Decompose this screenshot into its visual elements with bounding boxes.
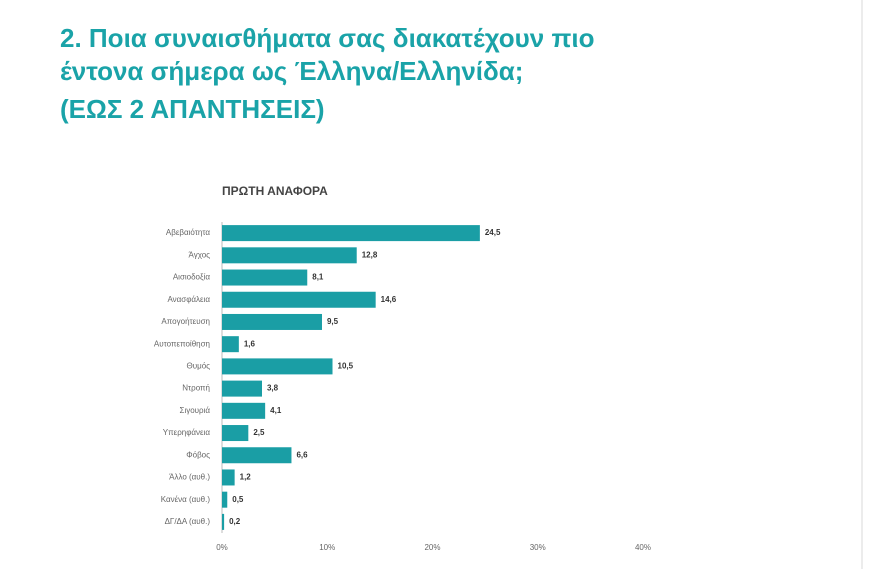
bar <box>222 402 266 419</box>
y-tick-label: Κανένα (αυθ.) <box>161 495 211 504</box>
title-line: 2. Ποια συναισθήματα σας διακατέχουν πιο <box>60 23 594 53</box>
bar <box>222 336 239 353</box>
y-tick-label: Ντροπή <box>182 384 210 393</box>
y-tick-label: Ανασφάλεια <box>167 295 210 304</box>
value-label: 6,6 <box>296 450 308 459</box>
x-tick-label: 30% <box>530 543 546 552</box>
bar <box>222 291 376 308</box>
value-label: 2,5 <box>253 428 265 437</box>
value-label: 0,2 <box>229 517 241 526</box>
x-tick-label: 20% <box>424 543 440 552</box>
bar <box>222 491 228 508</box>
x-tick-label: 0% <box>216 543 228 552</box>
value-label: 8,1 <box>312 273 324 282</box>
value-label: 12,8 <box>362 250 378 259</box>
value-label: 0,5 <box>232 495 244 504</box>
chart-title: ΠΡΩΤΗ ΑΝΑΦΟΡΑ <box>222 184 328 198</box>
bar <box>222 247 357 264</box>
title-line: έντονα σήμερα ως Έλληνα/Ελληνίδα; <box>60 56 523 86</box>
bar <box>222 313 322 330</box>
bar <box>222 469 235 486</box>
bar <box>222 425 249 442</box>
value-label: 24,5 <box>485 228 501 237</box>
y-tick-label: ΔΓ/ΔΑ (αυθ.) <box>165 517 211 526</box>
value-label: 1,2 <box>240 473 252 482</box>
subtitle: (ΕΩΣ 2 ΑΠΑΝΤΗΣΕΙΣ) <box>60 94 325 124</box>
y-tick-label: Σιγουριά <box>180 406 211 415</box>
value-label: 4,1 <box>270 406 282 415</box>
y-tick-label: Αισιοδοξία <box>173 273 211 282</box>
y-tick-label: Υπερηφάνεια <box>163 428 211 437</box>
bar <box>222 225 480 242</box>
value-label: 9,5 <box>327 317 339 326</box>
bar <box>222 380 262 397</box>
x-tick-label: 40% <box>635 543 651 552</box>
bar <box>222 447 292 464</box>
y-tick-label: Αυτοπεποίθηση <box>154 339 210 348</box>
value-label: 3,8 <box>267 384 279 393</box>
y-tick-label: Απογοήτευση <box>161 317 210 326</box>
y-tick-label: Φόβος <box>186 450 210 459</box>
y-tick-label: Θυμός <box>186 362 210 371</box>
y-tick-label: Άγχος <box>189 250 211 259</box>
value-label: 10,5 <box>338 362 354 371</box>
bar <box>222 358 333 375</box>
bar <box>222 513 225 530</box>
y-tick-label: Αβεβαιότητα <box>166 228 211 237</box>
bar <box>222 269 308 286</box>
x-tick-label: 10% <box>319 543 335 552</box>
y-tick-label: Άλλο (αυθ.) <box>169 473 210 482</box>
value-label: 14,6 <box>381 295 397 304</box>
value-label: 1,6 <box>244 339 256 348</box>
